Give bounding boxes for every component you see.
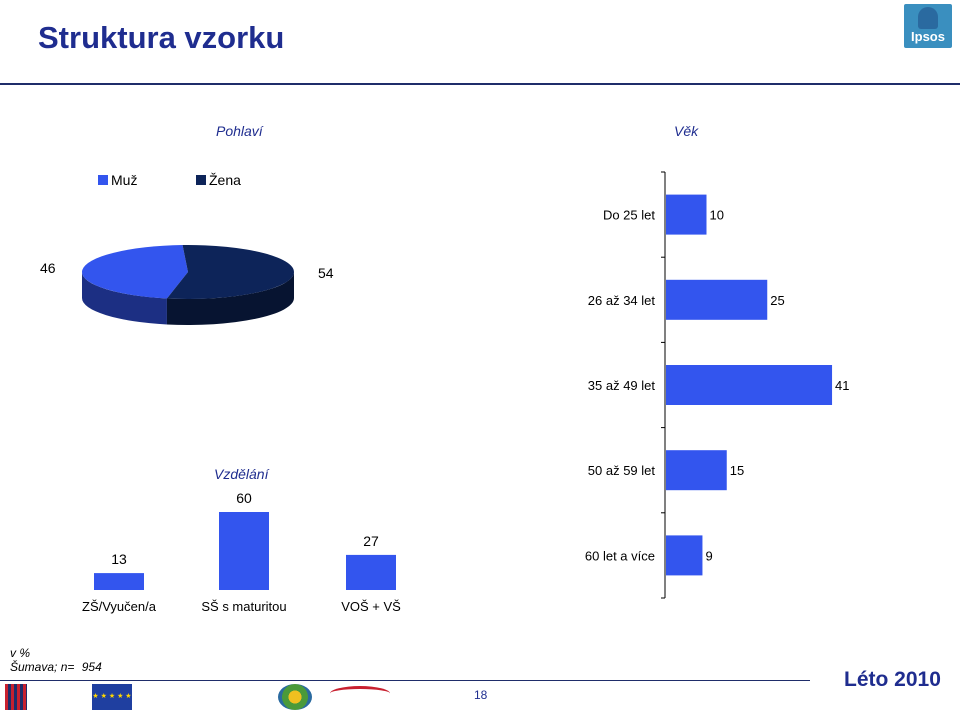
legend-label-male: Muž (111, 172, 138, 188)
education-bar (94, 573, 144, 590)
footer-divider (0, 680, 810, 681)
pie-label-female: 54 (318, 265, 334, 281)
legend-label-female: Žena (209, 172, 241, 188)
education-chart-title: Vzdělání (214, 466, 269, 482)
age-value-label: 41 (835, 378, 849, 393)
iop-logo-mark (5, 684, 27, 710)
education-value-label: 60 (236, 490, 252, 506)
pie-title: Pohlaví (216, 123, 263, 139)
eu-flag-icon (92, 684, 132, 710)
legend-item-male: Muž (98, 172, 137, 188)
ipsos-logo: Ipsos (904, 4, 952, 48)
education-bar (346, 554, 396, 590)
age-value-label: 25 (770, 293, 784, 308)
education-bar (219, 512, 269, 590)
age-chart-title: Věk (674, 123, 699, 139)
pie-wall-female-0 (166, 272, 294, 325)
education-category-label: ZŠ/Vyučen/a (82, 599, 157, 614)
education-value-label: 27 (363, 533, 379, 549)
ipsos-logo-mark (918, 7, 938, 29)
page-number: 18 (474, 688, 488, 702)
age-value-label: 10 (710, 208, 724, 223)
note-sample: Šumava; n= 954 (10, 660, 102, 674)
note-sample-label: Šumava; n= (10, 660, 75, 674)
pie-slice-female (166, 245, 295, 299)
pie-wall-male-0 (82, 272, 167, 325)
note-sample-n: 954 (81, 660, 102, 674)
czechtourism-logo (330, 682, 392, 712)
age-bar (666, 450, 727, 491)
age-category-label: 26 až 34 let (588, 293, 656, 308)
eu-logo: ★ ★ ★ ★ ★ (92, 682, 262, 712)
eu-stars-icon: ★ ★ ★ ★ ★ (92, 693, 132, 700)
age-bar (666, 194, 707, 235)
legend-swatch-female (196, 175, 206, 185)
regional-logo (276, 682, 316, 712)
legend-item-female: Žena (196, 172, 241, 188)
education-category-label: SŠ s maturitou (201, 599, 286, 614)
age-value-label: 9 (705, 548, 712, 563)
season-label: Léto 2010 (844, 668, 941, 691)
age-category-label: 50 až 59 let (588, 463, 656, 478)
page-title: Struktura vzorku (38, 20, 285, 55)
czechtourism-swoosh-icon (330, 686, 390, 701)
age-bar (666, 535, 703, 576)
education-category-label: VOŠ + VŠ (341, 599, 401, 614)
age-value-label: 15 (730, 463, 744, 478)
header-divider (0, 83, 960, 85)
age-category-label: 60 let a více (585, 548, 655, 563)
pie-slice-male (82, 245, 188, 299)
note-units: v % (10, 646, 31, 660)
iop-logo (5, 682, 83, 712)
age-category-label: Do 25 let (603, 208, 655, 223)
education-value-label: 13 (111, 551, 127, 567)
age-bar (666, 279, 768, 320)
age-bar (666, 365, 833, 405)
regional-logo-mark (278, 684, 312, 710)
ipsos-logo-text: Ipsos (911, 29, 945, 44)
age-category-label: 35 až 49 let (588, 378, 656, 393)
pie-label-male: 46 (40, 260, 56, 276)
legend-swatch-male (98, 175, 108, 185)
